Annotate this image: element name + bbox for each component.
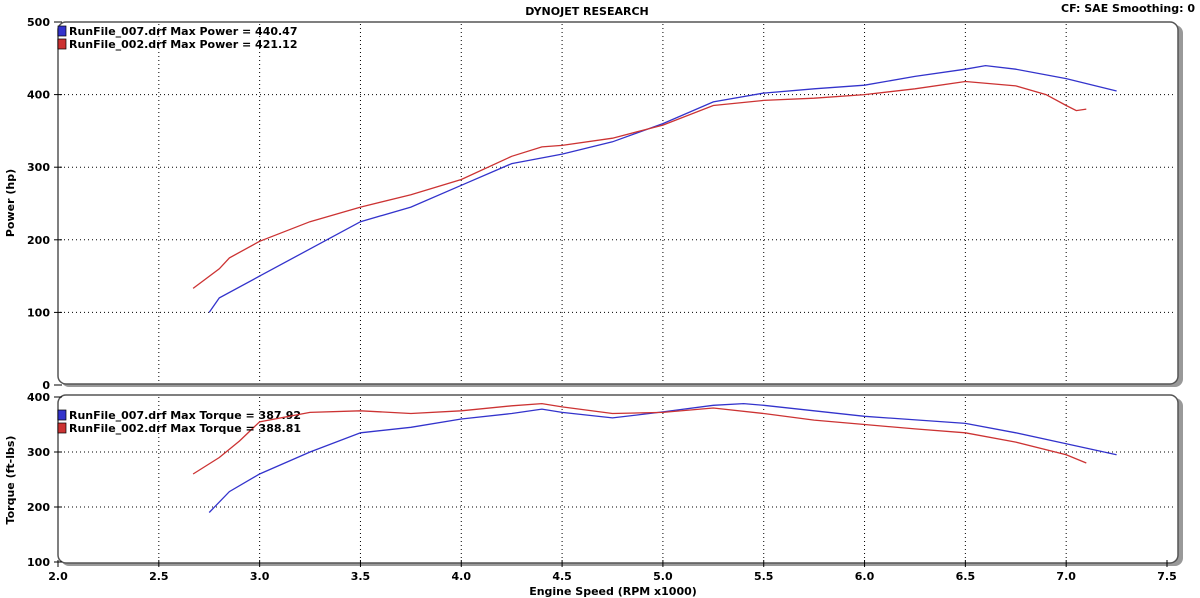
x-tick-label: 7.5	[1157, 570, 1177, 583]
legend-label: RunFile_002.drf Max Power = 421.12	[69, 38, 298, 51]
x-tick-label: 4.5	[552, 570, 572, 583]
y-tick-label: 500	[27, 16, 50, 29]
y-tick-label: 400	[27, 391, 50, 404]
power-axis-label: Power (hp)	[4, 169, 17, 237]
x-tick-label: 2.5	[149, 570, 169, 583]
y-tick-label: 200	[27, 501, 50, 514]
chart-title: DYNOJET RESEARCH	[525, 5, 648, 18]
x-tick-label: 6.5	[956, 570, 976, 583]
legend-swatch	[57, 422, 67, 434]
y-tick-label: 100	[27, 556, 50, 569]
x-tick-label: 5.5	[754, 570, 774, 583]
y-tick-label: 0	[42, 379, 50, 392]
y-tick-label: 200	[27, 234, 50, 247]
plot-panel	[57, 394, 1179, 564]
series-line-run007	[208, 64, 1117, 313]
series-line-run002	[192, 402, 1087, 475]
y-tick-label: 300	[27, 161, 50, 174]
y-tick-label: 300	[27, 446, 50, 459]
x-tick-label: 6.0	[855, 570, 875, 583]
x-tick-label: 7.0	[1056, 570, 1076, 583]
x-tick-label: 4.0	[452, 570, 472, 583]
torque-axis-label: Torque (ft-lbs)	[4, 436, 17, 525]
legend-label: RunFile_002.drf Max Torque = 388.81	[69, 422, 301, 435]
series-line-run007	[208, 402, 1117, 513]
x-tick-label: 2.0	[48, 570, 68, 583]
legend-swatch	[57, 409, 67, 421]
y-tick-label: 400	[27, 89, 50, 102]
series-line-run002	[192, 80, 1087, 289]
plot-panel	[57, 21, 1179, 385]
settings-label: CF: SAE Smoothing: 0	[1061, 2, 1195, 15]
x-tick-label: 3.0	[250, 570, 270, 583]
x-axis-label: Engine Speed (RPM x1000)	[529, 585, 697, 598]
x-tick-label: 5.0	[653, 570, 673, 583]
legend-swatch	[57, 25, 67, 37]
legend-label: RunFile_007.drf Max Torque = 387.92	[69, 409, 301, 422]
y-tick-label: 100	[27, 306, 50, 319]
x-tick-label: 3.5	[351, 570, 371, 583]
legend-swatch	[57, 38, 67, 50]
legend-label: RunFile_007.drf Max Power = 440.47	[69, 25, 298, 38]
